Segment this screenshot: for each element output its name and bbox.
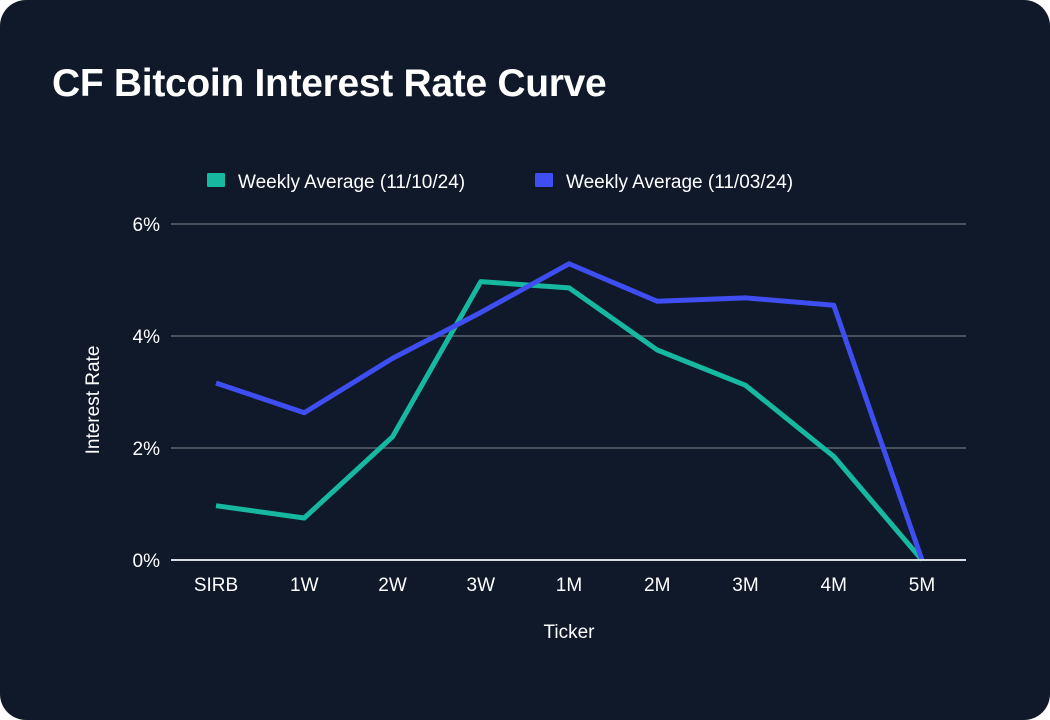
x-axis-label: Ticker xyxy=(543,622,595,643)
x-axis-ticks: SIRB 1W 2W 3W 1M 2M 3M 4M 5M xyxy=(194,575,935,596)
legend-swatch-series-2 xyxy=(535,173,553,187)
x-tick-label: 4M xyxy=(821,575,847,596)
y-axis-label: Interest Rate xyxy=(83,346,104,455)
x-tick-label: 3M xyxy=(732,575,758,596)
x-tick-label: 3W xyxy=(467,575,496,596)
y-tick-label: 0% xyxy=(133,551,161,572)
x-tick-label: 2W xyxy=(378,575,407,596)
series-lines xyxy=(215,261,925,562)
y-axis-ticks: 0% 2% 4% 6% xyxy=(133,215,161,572)
y-tick-label: 2% xyxy=(133,439,161,460)
x-tick-label: 1W xyxy=(290,575,319,596)
x-tick-label: 2M xyxy=(644,575,670,596)
x-tick-label: 1M xyxy=(556,575,582,596)
y-tick-label: 4% xyxy=(133,327,161,348)
legend-label-series-1: Weekly Average (11/10/24) xyxy=(238,172,465,193)
x-tick-label: 5M xyxy=(909,575,935,596)
series-line-2 xyxy=(215,261,925,561)
x-tick-label: SIRB xyxy=(194,575,238,596)
chart-legend: Weekly Average (11/10/24) Weekly Average… xyxy=(207,172,793,193)
chart-title: CF Bitcoin Interest Rate Curve xyxy=(52,62,607,105)
gridlines xyxy=(171,223,966,449)
legend-label-series-2: Weekly Average (11/03/24) xyxy=(566,172,793,193)
y-tick-label: 6% xyxy=(133,215,161,236)
series-line-1 xyxy=(215,279,924,562)
legend-swatch-series-1 xyxy=(207,173,225,187)
